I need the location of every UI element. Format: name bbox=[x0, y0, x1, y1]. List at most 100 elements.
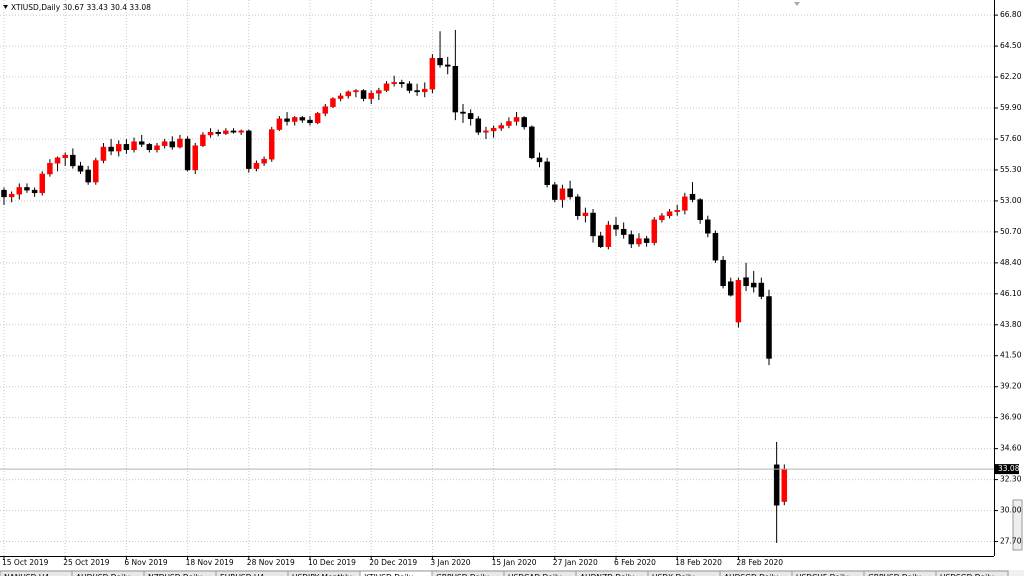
candle-body bbox=[16, 187, 23, 195]
x-tick-label: 27 Jan 2020 bbox=[553, 558, 598, 567]
tab[interactable] bbox=[647, 570, 721, 576]
tab[interactable] bbox=[575, 570, 649, 576]
candle-body bbox=[628, 234, 635, 245]
candle-body bbox=[399, 82, 405, 85]
candle-body bbox=[184, 138, 191, 171]
candle-body bbox=[613, 224, 619, 230]
tab[interactable] bbox=[791, 570, 865, 576]
tab-label: USDX,Daily bbox=[652, 573, 695, 576]
x-tick-label: 25 Oct 2019 bbox=[63, 558, 110, 567]
x-tick-label: 6 Feb 2020 bbox=[614, 558, 656, 567]
candle-body bbox=[567, 188, 573, 198]
x-tick-label: 28 Nov 2019 bbox=[247, 558, 295, 567]
candle-body bbox=[750, 282, 757, 288]
tab-label: GBPUSD,Daily bbox=[868, 573, 921, 576]
candle-body bbox=[24, 187, 30, 191]
tab[interactable] bbox=[719, 570, 793, 576]
tab[interactable] bbox=[0, 570, 73, 576]
tab[interactable] bbox=[503, 570, 577, 576]
candle-body bbox=[620, 228, 627, 235]
y-tick-label: 59.90 bbox=[1000, 103, 1022, 112]
candle-body bbox=[177, 138, 183, 148]
candle-body bbox=[253, 162, 260, 169]
candle-body bbox=[705, 219, 711, 234]
candle-body bbox=[169, 141, 176, 148]
candle-body bbox=[636, 238, 642, 245]
tab-label: AUDSGD,Daily bbox=[724, 573, 779, 576]
tab[interactable] bbox=[431, 570, 505, 576]
tab[interactable] bbox=[215, 570, 289, 576]
tab-label: EURUSD,H4 bbox=[220, 573, 264, 576]
tab-label: USDCHF,Daily bbox=[796, 573, 849, 576]
candle-body bbox=[467, 113, 474, 120]
candle-body bbox=[483, 130, 489, 133]
y-tick-label: 41.50 bbox=[1000, 351, 1022, 360]
shift-marker[interactable] bbox=[794, 2, 800, 6]
tab[interactable] bbox=[71, 570, 145, 576]
candle-body bbox=[192, 145, 198, 171]
candle-body bbox=[536, 157, 543, 163]
y-tick-label: 62.20 bbox=[1000, 72, 1022, 81]
candle-body bbox=[597, 235, 604, 247]
candle-body bbox=[123, 144, 130, 151]
y-tick-label: 30.00 bbox=[1000, 506, 1022, 515]
candle-body bbox=[161, 141, 168, 146]
tab[interactable] bbox=[359, 570, 433, 576]
candle-body bbox=[223, 130, 229, 134]
y-tick-label: 66.80 bbox=[1000, 10, 1022, 19]
candle-body bbox=[506, 121, 512, 126]
candle-body bbox=[284, 118, 290, 122]
tab[interactable] bbox=[935, 570, 1009, 576]
tab[interactable] bbox=[143, 570, 217, 576]
candle-body bbox=[674, 210, 680, 212]
tab[interactable] bbox=[287, 570, 361, 576]
candle-body bbox=[513, 117, 520, 122]
tab-label: USDCAD,Daily bbox=[508, 573, 562, 576]
candle-body bbox=[605, 224, 612, 247]
candle-body bbox=[345, 91, 351, 97]
candle-body bbox=[766, 296, 772, 359]
y-tick-label: 53.00 bbox=[1000, 196, 1022, 205]
candle-body bbox=[521, 117, 527, 128]
candle-body bbox=[460, 111, 466, 114]
scroll-thumb[interactable] bbox=[1012, 499, 1023, 551]
candle-body bbox=[490, 127, 497, 132]
x-tick-label: 10 Dec 2019 bbox=[308, 558, 356, 567]
candle-body bbox=[353, 90, 359, 93]
x-tick-label: 3 Jan 2020 bbox=[430, 558, 470, 567]
tab-label: NZDUSD,Daily bbox=[148, 573, 202, 576]
tab-label: NANUSD,H4 bbox=[4, 573, 49, 576]
x-tick-label: 18 Nov 2019 bbox=[186, 558, 234, 567]
candle-body bbox=[414, 90, 420, 93]
candle-body bbox=[544, 161, 550, 186]
y-tick-label: 55.30 bbox=[1000, 165, 1022, 174]
candle-body bbox=[659, 215, 665, 221]
candle-body bbox=[299, 117, 306, 121]
last-open: 30.67 bbox=[63, 3, 85, 12]
y-tick-label: 57.60 bbox=[1000, 134, 1022, 143]
last-high: 33.43 bbox=[86, 3, 108, 12]
candle-body bbox=[376, 90, 382, 94]
candle-body bbox=[360, 90, 367, 99]
candle-body bbox=[444, 64, 451, 67]
candle-body bbox=[116, 144, 122, 152]
candle-body bbox=[215, 131, 221, 134]
tab-label: AUDNZD,Daily bbox=[580, 573, 635, 576]
candle-body bbox=[330, 98, 336, 107]
y-tick-label: 46.10 bbox=[1000, 289, 1022, 298]
candle-body bbox=[406, 83, 413, 91]
candle-body bbox=[697, 199, 703, 221]
x-tick-label: 6 Nov 2019 bbox=[124, 558, 167, 567]
candle-body bbox=[590, 212, 596, 237]
candle-body bbox=[552, 184, 558, 200]
last-price-label: 33.08 bbox=[998, 464, 1020, 473]
candle-body bbox=[276, 118, 283, 130]
candle-body bbox=[1, 189, 7, 198]
candle-body bbox=[666, 211, 673, 216]
y-tick-label: 34.60 bbox=[1000, 444, 1022, 453]
tab[interactable] bbox=[863, 570, 937, 576]
candle-body bbox=[643, 238, 650, 243]
candle-body bbox=[138, 141, 145, 145]
candle-body bbox=[391, 82, 397, 85]
